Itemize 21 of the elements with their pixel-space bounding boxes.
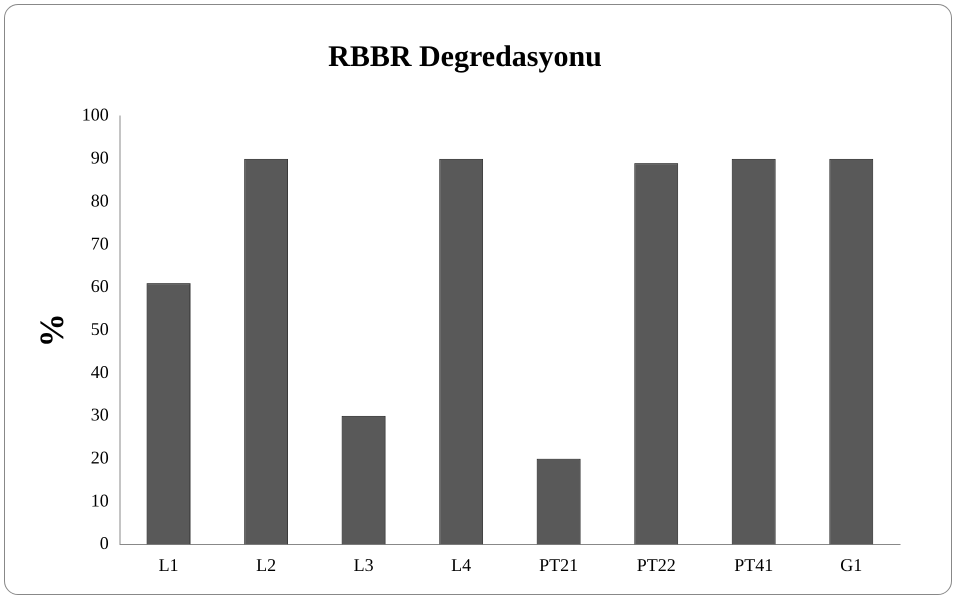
- y-tick-label: 10: [90, 490, 109, 510]
- y-tick-label: 90: [90, 148, 109, 168]
- x-tick-label: L3: [354, 554, 374, 575]
- y-tick-label: 40: [90, 362, 109, 382]
- y-tick-label: 0: [100, 533, 109, 554]
- y-axis-title: %: [34, 313, 72, 348]
- x-tick-label: L1: [158, 554, 179, 575]
- y-tick-label: 30: [90, 404, 109, 425]
- x-tick-label: G1: [840, 554, 862, 575]
- y-tick-label: 100: [82, 104, 109, 125]
- y-tick-label: 50: [90, 318, 109, 339]
- x-tick-label: PT21: [539, 554, 578, 575]
- x-tick-label: L2: [256, 554, 276, 575]
- x-tick-label: PT22: [636, 554, 676, 575]
- y-tick-label: 60: [90, 276, 109, 296]
- y-tick-label: 20: [90, 447, 109, 468]
- chart-title: RBBR Degredasyonu: [328, 40, 602, 73]
- y-tick-label: 70: [90, 233, 109, 254]
- y-tick-label: 80: [90, 190, 109, 210]
- x-tick-label: L4: [451, 554, 472, 575]
- x-tick-label: PT41: [734, 554, 774, 575]
